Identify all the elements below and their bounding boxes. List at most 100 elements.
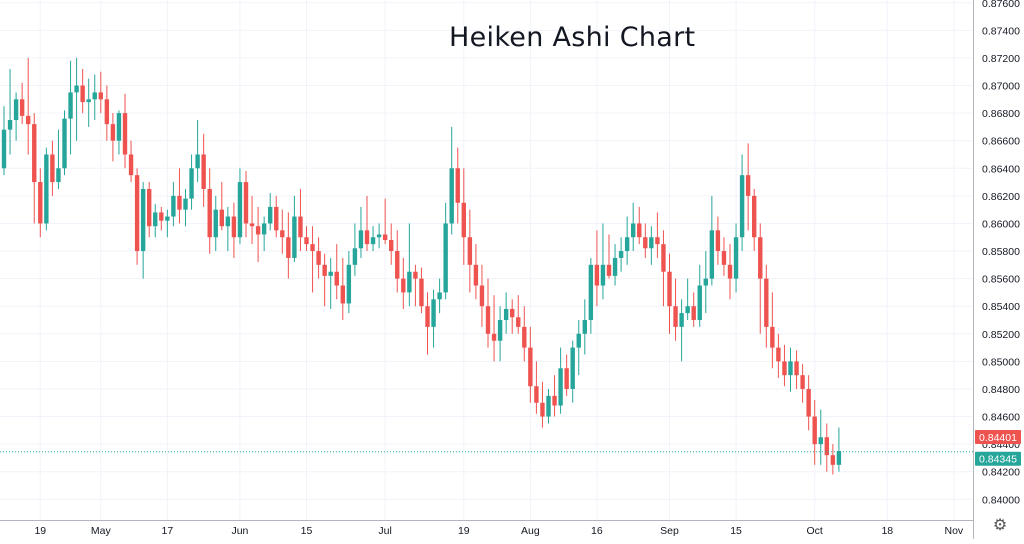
candle-body: [540, 402, 545, 417]
candle-body: [522, 326, 527, 348]
candle-body: [528, 347, 533, 387]
candle-body: [770, 326, 775, 348]
candle-body: [231, 216, 237, 238]
candle-body: [292, 216, 297, 258]
x-tick-label: May: [91, 525, 112, 537]
candle-body: [74, 85, 79, 93]
price-label-box: [975, 430, 1021, 444]
candle-body: [479, 285, 485, 307]
price-label: 0.84345: [979, 454, 1017, 466]
candle-body: [116, 113, 122, 141]
candle-body: [274, 206, 279, 231]
candle-body: [68, 92, 73, 119]
candle-body: [44, 154, 49, 224]
y-tick-label: 0.84000: [982, 494, 1020, 506]
x-tick-label: Sep: [660, 525, 679, 537]
price-label-box: [975, 451, 1021, 466]
candle-body: [649, 237, 654, 249]
y-tick-label: 0.86400: [982, 163, 1020, 175]
y-tick-label: 0.86000: [982, 218, 1020, 230]
price-label: 0.84401: [979, 432, 1017, 444]
candle-body: [334, 271, 339, 286]
x-tick-label: 16: [591, 525, 603, 537]
candle-body: [225, 216, 231, 227]
y-tick-label: 0.87400: [982, 25, 1020, 37]
candle-body: [213, 209, 218, 238]
candle-body: [189, 168, 194, 199]
candle-body: [812, 416, 817, 445]
candle-body: [382, 234, 388, 240]
candle-body: [794, 361, 799, 376]
x-tick-label: 17: [162, 525, 174, 537]
candle-body: [110, 124, 116, 141]
candle-body: [407, 271, 412, 293]
candle-body: [594, 264, 600, 286]
candle-body: [395, 251, 400, 279]
candle-body: [606, 264, 612, 276]
candle-body: [376, 234, 382, 238]
candle-body: [437, 292, 442, 300]
candle-body: [824, 437, 829, 456]
candle-body: [485, 306, 491, 334]
candle-body: [558, 368, 563, 406]
candle-body: [697, 285, 702, 320]
candle-body: [346, 264, 352, 304]
candle-body: [13, 99, 19, 120]
candle-body: [413, 271, 418, 279]
candle-body: [552, 395, 557, 406]
candle-body: [328, 271, 333, 276]
candle-body: [255, 226, 261, 235]
x-tick-label: Jul: [378, 525, 391, 537]
y-tick-label: 0.84200: [982, 467, 1020, 479]
candle-body: [243, 182, 249, 224]
candle-body: [86, 99, 91, 103]
x-tick-label: 15: [730, 525, 742, 537]
y-tick-label: 0.86600: [982, 136, 1020, 148]
candle-body: [788, 361, 793, 376]
candle-body: [50, 154, 55, 183]
candle-body: [128, 154, 134, 176]
candle-body: [370, 237, 376, 245]
candle-body: [425, 306, 430, 327]
candle-body: [56, 168, 61, 183]
candle-body: [612, 257, 618, 276]
settings-gear-icon[interactable]: ⚙: [992, 517, 1008, 534]
candle-body: [715, 230, 721, 252]
y-tick-label: 0.87000: [982, 81, 1020, 93]
y-tick-label: 0.85600: [982, 274, 1020, 286]
candle-body: [177, 195, 182, 210]
candle-body: [322, 264, 327, 276]
candle-body: [703, 278, 708, 286]
x-tick-label: Nov: [945, 525, 964, 537]
chart-title: Heiken Ashi Chart: [449, 22, 696, 53]
candle-body: [134, 175, 140, 252]
candle-body: [685, 306, 690, 314]
candle-body: [618, 251, 624, 258]
candle-body: [473, 264, 479, 286]
candle-body: [776, 347, 781, 362]
candle-body: [62, 118, 67, 169]
y-tick-label: 0.85800: [982, 246, 1020, 258]
candle-body: [358, 230, 364, 249]
candle-body: [637, 223, 642, 238]
x-tick-label: Oct: [807, 525, 823, 537]
candle-body: [600, 264, 606, 286]
y-tick-label: 0.85200: [982, 329, 1020, 341]
candle-body: [631, 223, 636, 238]
candle-body: [147, 188, 152, 227]
candle-body: [739, 175, 745, 238]
candle-body: [661, 244, 666, 272]
candle-body: [564, 368, 569, 389]
candle-body: [364, 230, 370, 245]
candle-body: [286, 237, 291, 258]
candle-body: [491, 333, 497, 341]
candle-body: [576, 333, 581, 348]
candle-body: [280, 230, 285, 238]
candle-body: [709, 230, 715, 279]
candle-body: [733, 237, 739, 279]
candle-body: [7, 120, 13, 130]
candle-body: [745, 175, 751, 196]
x-tick-label: 19: [34, 525, 46, 537]
